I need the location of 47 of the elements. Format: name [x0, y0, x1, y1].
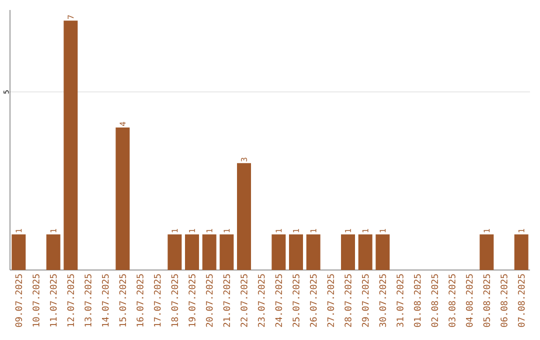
x-tick-label: 19.07.2025 [188, 274, 196, 326]
bar [64, 20, 78, 270]
x-tick-label: 11.07.2025 [50, 274, 57, 326]
x-tick-label: 07.08.2025 [518, 274, 525, 327]
x-tick-label: 31.07.2025 [396, 274, 404, 327]
x-tick-label: 10.07.2025 [32, 274, 40, 326]
bar [306, 234, 320, 270]
x-tick-label: 15.07.2025 [119, 274, 126, 326]
bar [341, 234, 356, 270]
bar [185, 234, 200, 270]
x-tick-label: 20.07.2025 [206, 274, 213, 327]
bar [46, 234, 60, 270]
bar [272, 234, 286, 270]
x-tick-label: 02.08.2025 [431, 274, 438, 327]
bar [116, 128, 130, 270]
x-tick-label: 21.07.2025 [223, 274, 230, 327]
x-tick-label: 03.08.2025 [448, 274, 456, 327]
x-tick-label: 27.07.2025 [327, 274, 334, 327]
bar [202, 234, 216, 270]
x-tick-label: 18.07.2025 [171, 274, 178, 326]
x-tick-label: 04.08.2025 [466, 274, 473, 327]
bar [220, 234, 234, 270]
bar [376, 234, 390, 270]
bar [168, 234, 182, 270]
bar [237, 163, 252, 270]
x-tick-label: 05.08.2025 [483, 274, 490, 327]
x-tick-label: 17.07.2025 [154, 274, 161, 326]
x-tick-label: 23.07.2025 [258, 274, 265, 327]
x-tick-label: 29.07.2025 [362, 274, 369, 327]
x-tick-label: 06.08.2025 [500, 274, 508, 327]
x-tick-label: 22.07.2025 [240, 274, 248, 327]
bar [358, 234, 372, 270]
bar [480, 234, 494, 270]
x-tick-label: 13.07.2025 [84, 274, 92, 326]
x-tick-label: 30.07.2025 [379, 274, 386, 327]
x-tick-label: 28.07.2025 [344, 274, 352, 327]
x-tick-label: 16.07.2025 [136, 274, 144, 326]
x-tick-label: 25.07.2025 [292, 274, 300, 327]
x-tick-label: 26.07.2025 [310, 274, 317, 327]
bar [289, 234, 304, 270]
bar [514, 234, 528, 270]
x-tick-label: 01.08.2025 [414, 274, 421, 327]
x-tick-label: 14.07.2025 [102, 274, 109, 326]
x-tick-label: 24.07.2025 [275, 274, 282, 327]
bar [12, 234, 26, 270]
x-tick-label: 09.07.2025 [15, 274, 22, 327]
x-tick-label: 12.07.2025 [67, 274, 74, 326]
